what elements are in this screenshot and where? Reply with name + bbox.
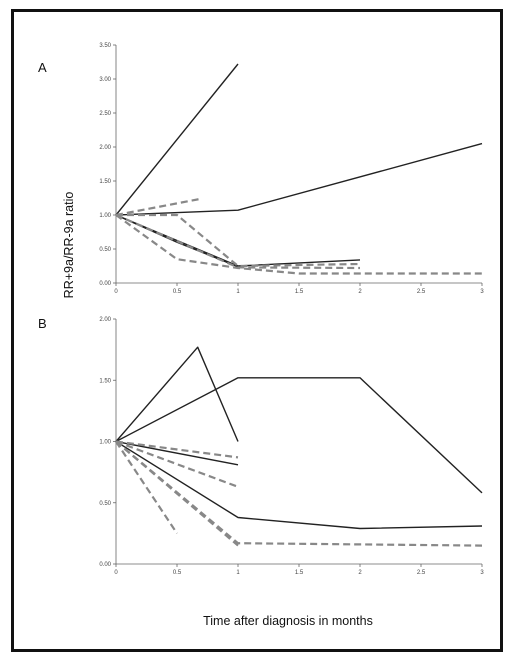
x-tick-label: 1 [236,570,240,576]
figure-frame [11,9,503,652]
series-line-5-dashed [115,440,239,459]
series-line-2-solid [115,377,483,494]
y-tick-label: 0.00 [99,562,111,568]
panel-label: B [38,316,47,331]
y-tick-label: 1.00 [99,213,111,219]
x-tick-label: 1.5 [295,570,304,576]
y-tick-label: 3.00 [99,77,111,83]
x-tick-label: 0 [114,570,118,576]
x-axis-title: Time after diagnosis in months [203,614,373,628]
x-tick-label: 3 [480,289,484,295]
series-line-8-dashed [115,440,239,547]
y-tick-label: 1.50 [99,378,111,384]
x-tick-label: 0.5 [173,570,182,576]
series-line-9-dashed [115,440,178,535]
x-tick-label: 1.5 [295,289,304,295]
series-line-2-solid [115,142,483,216]
y-axis-title: RR+9a/RR-9a ratio [62,192,76,299]
x-tick-label: 3 [480,570,484,576]
y-tick-label: 1.50 [99,179,111,185]
y-tick-label: 2.50 [99,111,111,117]
y-tick-label: 2.00 [99,145,111,151]
x-tick-label: 1 [236,289,240,295]
y-tick-label: 1.00 [99,440,111,446]
series-line-6-dashed [116,213,361,268]
x-tick-label: 2 [358,289,362,295]
panel-b: B 0.00 0.50 1.00 1.50 2.00 0 0.5 1 1.5 2 2.5 3 [38,316,484,576]
x-tick-label: 2.5 [417,570,426,576]
y-tick-label: 0.00 [99,281,111,287]
y-tick-label: 0.50 [99,247,111,253]
series-line-8-dashed [115,214,482,275]
series-line-1-solid [115,346,239,442]
y-tick-label: 3.50 [99,43,111,49]
x-tick-label: 0 [114,289,118,295]
panel-label: A [38,60,47,75]
series-line-7-dashed [115,440,483,547]
series-line-1-solid [115,63,239,216]
panel-a: A 0.00 0.50 1.00 1.50 2.00 2.50 3.00 3.50 0 0.5 1 1.… [38,43,484,295]
x-tick-label: 0.5 [173,289,182,295]
x-tick-label: 2 [358,570,362,576]
y-tick-label: 2.00 [99,317,111,323]
x-tick-label: 2.5 [417,289,426,295]
y-tick-label: 0.50 [99,501,111,507]
series-line-3-solid [115,440,239,466]
series-line-4-solid [115,440,483,530]
series-line-5-dashed [115,197,202,217]
